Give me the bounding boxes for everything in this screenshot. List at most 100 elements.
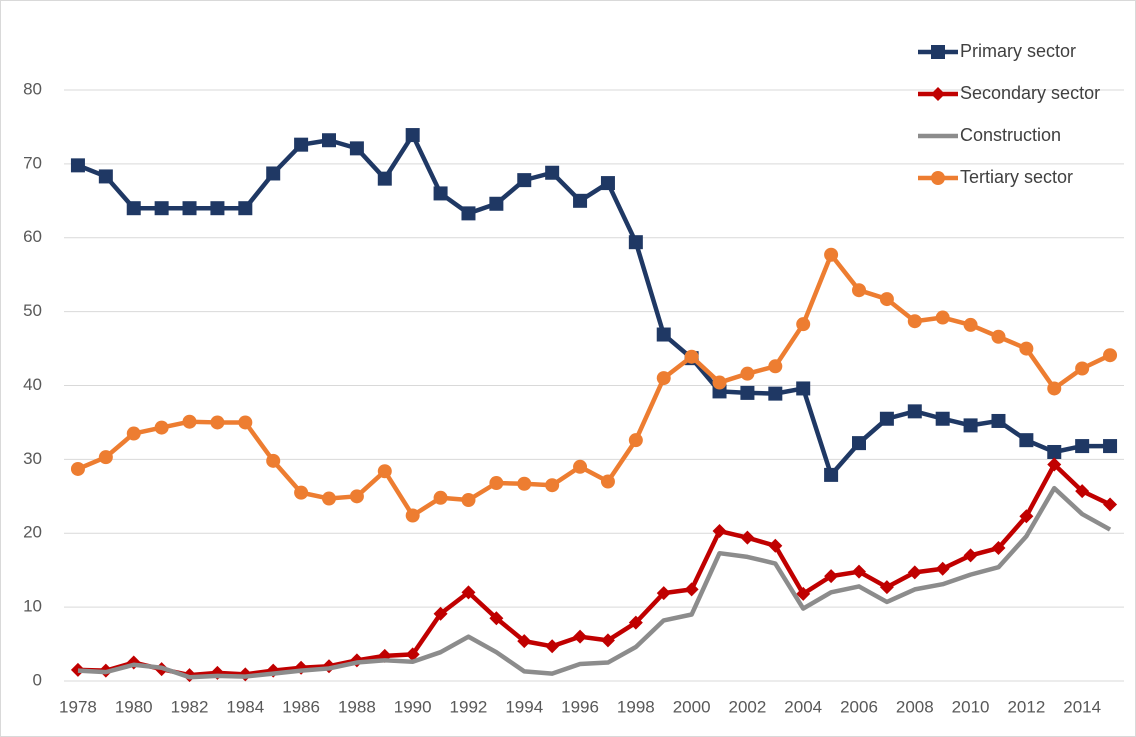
- x-tick-label: 1984: [226, 697, 264, 716]
- y-tick-label: 40: [23, 375, 42, 394]
- marker: [294, 137, 309, 152]
- marker: [294, 485, 309, 500]
- marker: [824, 569, 839, 584]
- marker: [907, 565, 922, 580]
- marker: [1019, 509, 1034, 524]
- x-tick-label: 2010: [952, 697, 990, 716]
- marker: [684, 582, 699, 597]
- legend-marker: [931, 171, 945, 185]
- series: [70, 128, 1118, 482]
- marker: [545, 165, 560, 180]
- x-tick-label: 1990: [394, 697, 432, 716]
- marker: [266, 166, 281, 181]
- marker: [824, 467, 839, 482]
- y-tick-label: 0: [33, 670, 42, 689]
- marker: [517, 634, 532, 649]
- marker: [266, 453, 281, 468]
- x-tick-label: 2004: [784, 697, 822, 716]
- marker: [98, 450, 113, 465]
- marker: [545, 639, 560, 654]
- marker: [1075, 361, 1090, 376]
- marker: [210, 201, 225, 216]
- marker: [210, 415, 225, 430]
- marker: [433, 186, 448, 201]
- marker: [489, 476, 504, 491]
- marker: [1019, 341, 1034, 356]
- marker: [935, 411, 950, 426]
- marker: [768, 538, 783, 553]
- marker: [796, 317, 811, 332]
- marker: [740, 366, 755, 381]
- marker: [1075, 439, 1090, 454]
- marker: [573, 459, 588, 474]
- marker: [377, 464, 392, 479]
- series: [70, 457, 1118, 683]
- marker: [935, 310, 950, 325]
- marker: [712, 524, 727, 539]
- marker: [600, 176, 615, 191]
- marker: [628, 433, 643, 448]
- legend-text: Secondary sector: [960, 83, 1100, 103]
- y-tick-label: 20: [23, 523, 42, 542]
- marker: [768, 386, 783, 401]
- marker: [349, 141, 364, 156]
- y-tick-label: 70: [23, 153, 42, 172]
- marker: [322, 491, 336, 506]
- series-line: [77, 485, 1112, 680]
- marker: [600, 633, 615, 648]
- x-tick-label: 1982: [171, 697, 209, 716]
- marker: [991, 413, 1006, 428]
- marker: [70, 662, 85, 677]
- marker: [573, 193, 588, 208]
- marker: [963, 317, 978, 332]
- marker: [907, 404, 922, 419]
- marker: [1075, 484, 1090, 499]
- marker: [98, 169, 113, 184]
- x-tick-label: 2008: [896, 697, 934, 716]
- marker: [768, 359, 783, 374]
- x-tick-label: 1998: [617, 697, 655, 716]
- marker: [991, 329, 1006, 344]
- x-tick-label: 2014: [1063, 697, 1101, 716]
- y-tick-label: 60: [23, 227, 42, 246]
- x-tick-label: 1996: [561, 697, 599, 716]
- x-tick-label: 1978: [59, 697, 97, 716]
- marker: [1047, 444, 1062, 459]
- marker: [405, 128, 420, 143]
- marker: [656, 371, 671, 386]
- marker: [628, 615, 643, 630]
- y-tick-label: 30: [23, 449, 42, 468]
- marker: [154, 201, 169, 216]
- x-tick-label: 2000: [673, 697, 711, 716]
- x-tick-label: 2002: [729, 697, 767, 716]
- marker: [712, 375, 727, 390]
- marker: [517, 476, 532, 491]
- marker: [126, 201, 141, 216]
- y-tick-label: 80: [23, 79, 42, 98]
- marker: [935, 561, 950, 576]
- marker: [907, 314, 922, 329]
- marker: [461, 585, 476, 600]
- marker: [684, 349, 699, 364]
- marker: [349, 489, 364, 504]
- x-tick-label: 1986: [282, 697, 320, 716]
- marker: [573, 629, 588, 644]
- marker: [1047, 381, 1062, 396]
- marker: [656, 327, 671, 342]
- marker: [879, 411, 894, 426]
- x-tick-label: 1980: [115, 697, 153, 716]
- marker: [377, 171, 392, 186]
- marker: [182, 414, 197, 429]
- marker: [852, 436, 866, 451]
- y-tick-label: 10: [23, 597, 42, 616]
- marker: [489, 196, 504, 211]
- marker: [796, 381, 811, 396]
- marker: [628, 235, 643, 250]
- marker: [1103, 497, 1118, 512]
- marker: [70, 461, 85, 476]
- marker: [517, 173, 532, 188]
- marker: [1103, 439, 1118, 454]
